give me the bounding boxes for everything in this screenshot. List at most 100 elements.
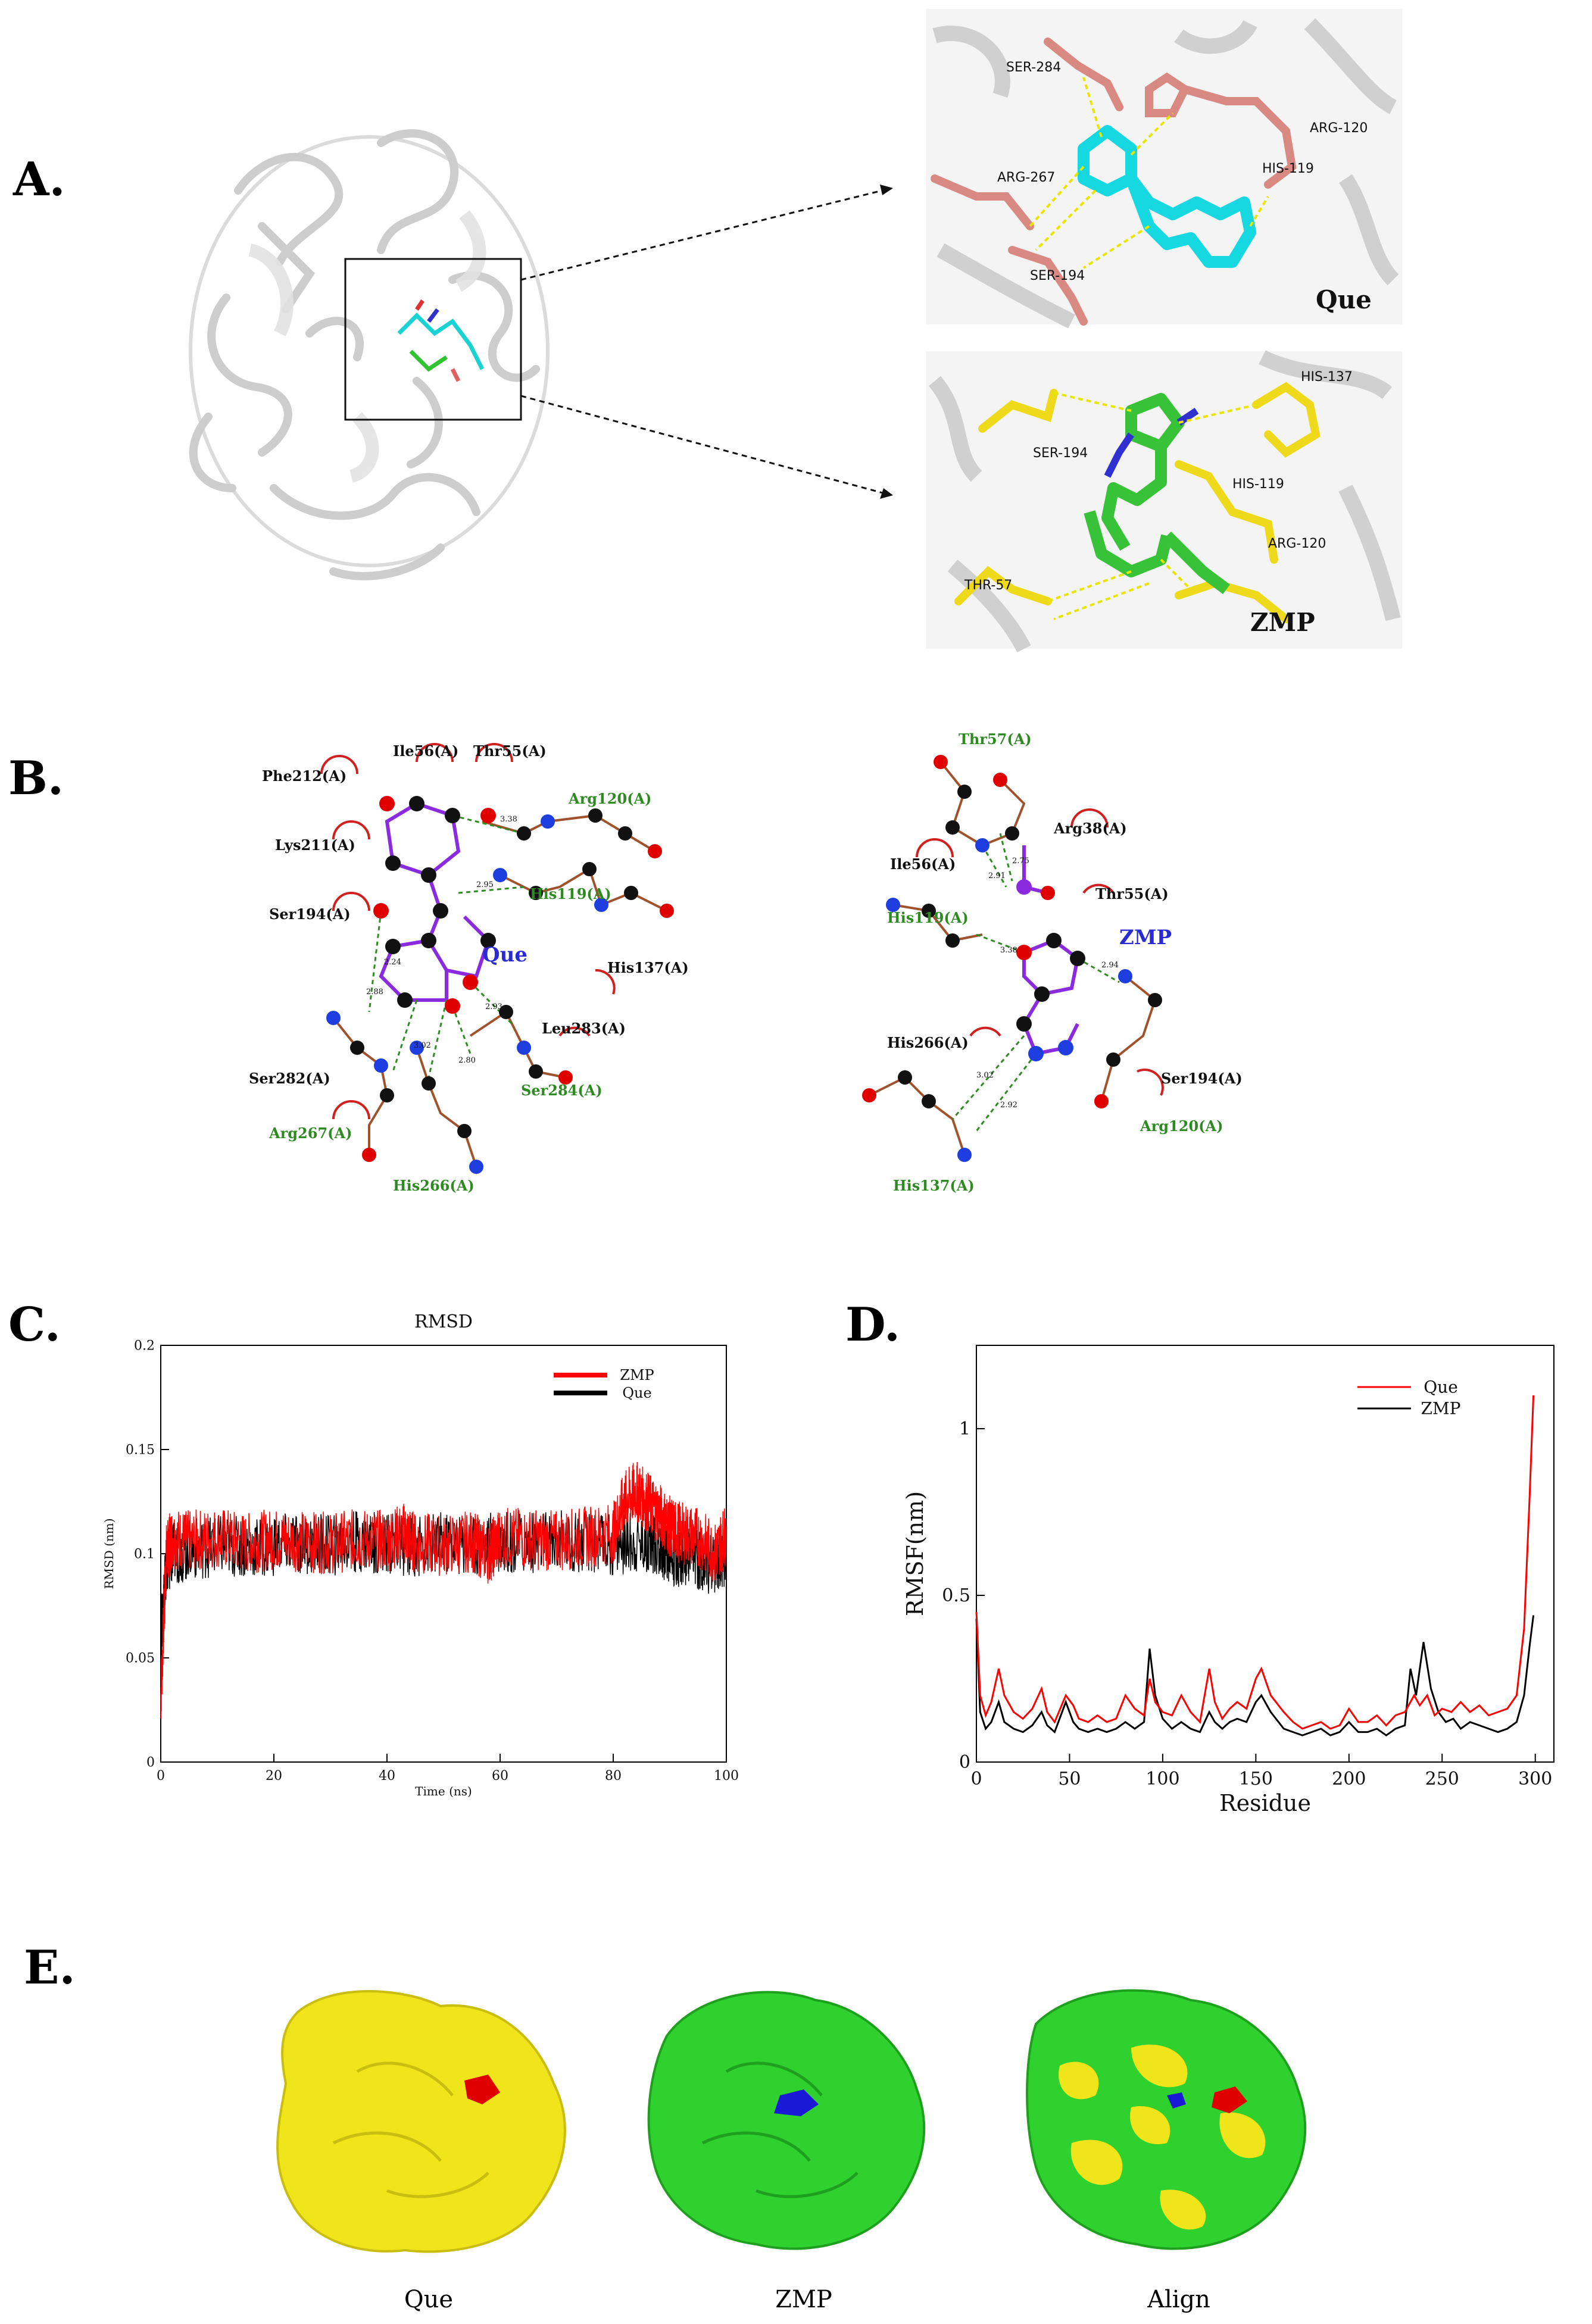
- zoom-box: [344, 258, 522, 421]
- x-tick-label: 20: [266, 1769, 282, 1783]
- arrow-to-zmp: [520, 395, 888, 495]
- zmp-distance-label: 2.75: [1012, 857, 1029, 866]
- que-distance-label: 2.80: [458, 1056, 476, 1065]
- y-tick-label: 0: [146, 1755, 155, 1770]
- zmp-hbond-label: Thr57(A): [959, 730, 1032, 748]
- zmp-hydrophobic-label: Thr55(A): [1095, 885, 1169, 902]
- que-hbond-label: Arg120(A): [568, 790, 651, 807]
- que-res-label: SER-284: [1006, 60, 1061, 75]
- panel-b-figure: Phe212(A) Ile56(A) Thr55(A) Lys211(A) Se…: [249, 730, 1243, 1194]
- que-distance-label: 2.95: [476, 880, 494, 889]
- que-distance-label: 3.38: [500, 815, 517, 824]
- que-hydrophobic-label: Thr55(A): [473, 742, 547, 760]
- x-tick-label: 100: [714, 1769, 739, 1783]
- y-tick-label: 0.05: [126, 1651, 155, 1666]
- y-axis-label: RMSF(nm): [902, 1491, 928, 1616]
- que-hbond-label: His119(A): [530, 885, 611, 902]
- panel-label-a: A.: [13, 152, 65, 207]
- que-distance-label: 3.02: [414, 1041, 431, 1050]
- zmp-hydrophobic-label: Arg38(A): [1053, 820, 1127, 837]
- x-tick-label: 50: [1058, 1769, 1081, 1789]
- zmp-res-label: ARG-120: [1268, 536, 1326, 551]
- caption-align: Align: [1147, 2286, 1210, 2313]
- x-tick-label: 100: [1145, 1769, 1179, 1789]
- zmp-ligand-label: ZMP: [1250, 608, 1315, 637]
- x-tick-label: 0: [970, 1769, 982, 1789]
- que-res-label: ARG-120: [1310, 121, 1368, 136]
- que-distance-label: 2.88: [366, 988, 383, 997]
- que-hydrophobic-label: Ser282(A): [249, 1070, 330, 1087]
- legend-label: Que: [622, 1385, 651, 1401]
- panel-label-e: E.: [24, 1941, 76, 1995]
- ligand-mini-image: [397, 299, 485, 382]
- y-tick-label: 0.5: [942, 1585, 970, 1606]
- caption-zmp: ZMP: [775, 2286, 832, 2313]
- panel-label-b: B.: [8, 751, 64, 805]
- legend-label: ZMP: [1421, 1398, 1461, 1418]
- series-line-zmp: [975, 1615, 1535, 1737]
- x-tick-label: 200: [1332, 1769, 1366, 1789]
- que-hbond-label: Arg267(A): [269, 1124, 352, 1142]
- rmsd-chart: RMSD 0 20 40 60 80 100 0 0.05 0.1 0.15 0.2 Time (ns)…: [102, 1311, 739, 1798]
- zmp-res-label: HIS-137: [1301, 370, 1353, 385]
- que-distance-label: 2.24: [384, 958, 401, 967]
- que-ligand-label: Que: [1316, 285, 1372, 314]
- align-surface-image: [1026, 1989, 1307, 2250]
- zmp-ligplot-image: Thr57(A) Arg38(A) Ile56(A) Thr55(A) His1…: [862, 730, 1243, 1194]
- x-axis-label: Time (ns): [415, 1784, 472, 1798]
- series-line-zmp: [160, 1461, 727, 1719]
- panel-a-figure: SER-284 ARG-267 HIS-119 ARG-120 SER-194 …: [189, 9, 1402, 652]
- panel-label-d: D.: [845, 1298, 901, 1352]
- que-surface-image: [276, 1990, 566, 2253]
- rmsf-chart: 0 50 100 150 200 250 300 0 0.5 1 Residue RMSF(nm) Qu…: [902, 1345, 1554, 1816]
- zmp-res-label: HIS-119: [1232, 477, 1284, 492]
- que-hydrophobic-label: Ile56(A): [393, 742, 458, 760]
- zmp-hydrophobic-label: Ser194(A): [1161, 1070, 1243, 1087]
- zmp-distance-label: 3.38: [1000, 946, 1017, 955]
- panel-label-c: C.: [8, 1298, 61, 1352]
- protein-cartoon-image: [189, 129, 550, 580]
- x-tick-label: 300: [1518, 1769, 1552, 1789]
- zmp-res-label: THR-57: [964, 578, 1012, 593]
- zmp-hydrophobic-label: His266(A): [887, 1034, 969, 1051]
- y-axis-label: RMSD (nm): [102, 1518, 116, 1589]
- que-inset-image: SER-284 ARG-267 HIS-119 ARG-120 SER-194 …: [926, 9, 1402, 329]
- que-hydrophobic-label: Ser194(A): [269, 905, 351, 923]
- que-hydrophobic-label: Lys211(A): [275, 836, 355, 854]
- que-hbond-label: His266(A): [393, 1177, 475, 1194]
- arrow-to-que: [520, 188, 888, 281]
- zmp-inset-image: HIS-137 SER-194 HIS-119 ARG-120 THR-57 Z…: [926, 350, 1402, 652]
- que-ligplot-image: Phe212(A) Ile56(A) Thr55(A) Lys211(A) Se…: [249, 742, 689, 1194]
- x-axis-label: Residue: [1219, 1790, 1311, 1816]
- x-tick-label: 40: [379, 1769, 395, 1783]
- x-tick-label: 150: [1239, 1769, 1273, 1789]
- x-tick-label: 60: [492, 1769, 508, 1783]
- que-hbond-label: Ser284(A): [521, 1082, 603, 1099]
- y-tick-label: 0: [959, 1752, 970, 1773]
- y-tick-label: 1: [959, 1419, 970, 1439]
- zmp-distance-label: 2.91: [988, 872, 1006, 880]
- y-tick-label: 0.15: [126, 1442, 155, 1457]
- plot-frame: [976, 1345, 1554, 1763]
- x-tick-label: 0: [157, 1769, 165, 1783]
- legend-label: ZMP: [620, 1367, 654, 1383]
- que-ligand-blob: [464, 2075, 500, 2104]
- zmp-ligplot-ligand-label: ZMP: [1119, 926, 1172, 949]
- x-tick-label: 250: [1425, 1769, 1459, 1789]
- panel-e-figure: [276, 1989, 1307, 2253]
- x-tick-label: 80: [605, 1769, 622, 1783]
- zmp-distance-label: 2.94: [1101, 961, 1119, 970]
- zmp-res-label: SER-194: [1033, 446, 1088, 461]
- zmp-hbond-label: His137(A): [893, 1177, 975, 1194]
- zmp-ligand-blob: [774, 2089, 819, 2116]
- chart-title: RMSD: [414, 1311, 473, 1332]
- zmp-surface-image: [647, 1991, 926, 2250]
- series-line-que: [975, 1395, 1535, 1730]
- zmp-hydrophobic-label: Ile56(A): [890, 855, 956, 873]
- que-hydrophobic-label: Leu283(A): [542, 1020, 626, 1037]
- que-res-label: ARG-267: [997, 170, 1055, 185]
- y-tick-label: 0.1: [134, 1547, 155, 1561]
- que-hydrophobic-label: Phe212(A): [262, 767, 347, 785]
- que-ligplot-ligand-label: Que: [482, 943, 527, 967]
- zmp-hbond-label: His119(A): [887, 909, 969, 926]
